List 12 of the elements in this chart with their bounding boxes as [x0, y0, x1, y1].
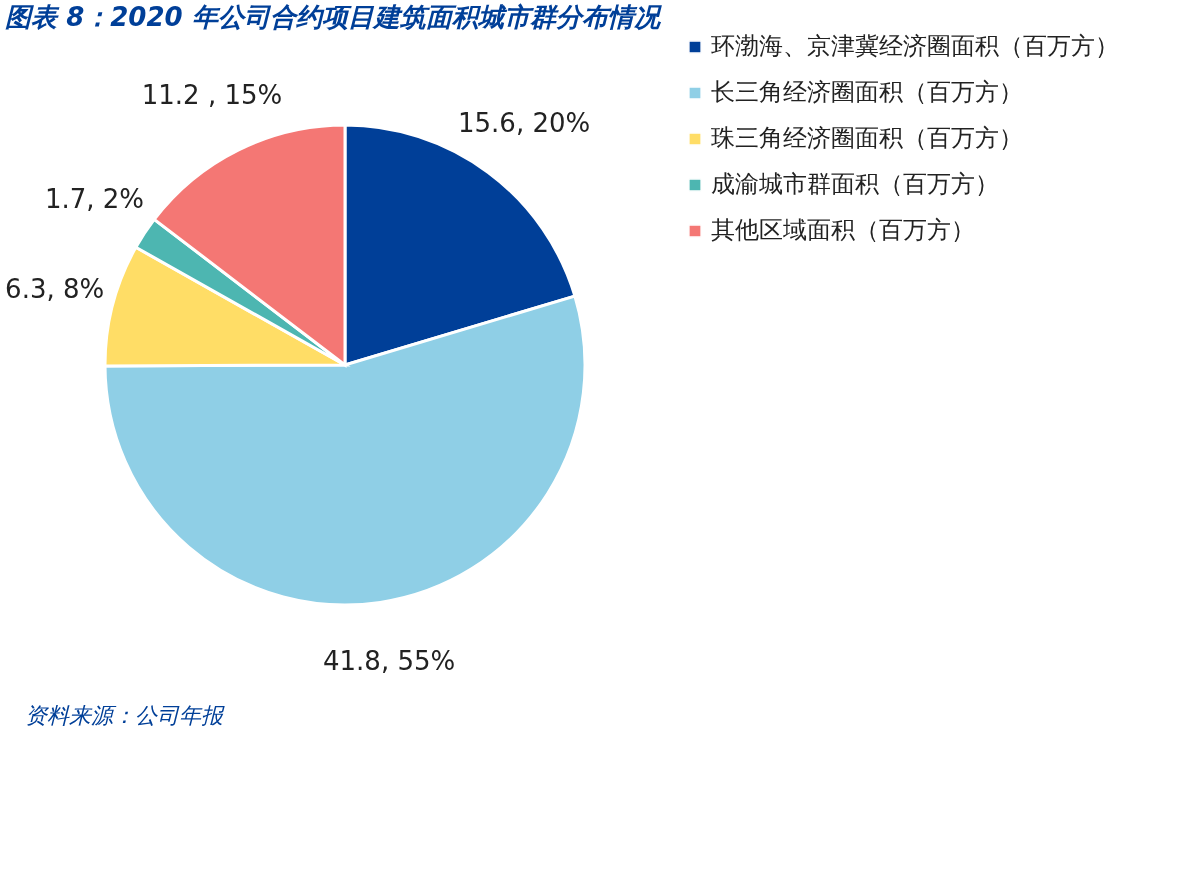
chart-title: 图表 8：2020 年公司合约项目建筑面积城市群分布情况: [5, 2, 662, 32]
legend-label: 长三角经济圈面积（百万方）: [711, 78, 1023, 106]
data-label: 41.8, 55%: [323, 645, 456, 676]
data-label: 1.7, 2%: [44, 184, 145, 214]
data-label: 6.3, 8%: [5, 273, 105, 304]
legend-label: 其他区域面积（百万方）: [711, 216, 975, 244]
text: 资料来源：公司年报: [25, 703, 225, 728]
data-label: 11.2 , 15%: [141, 80, 283, 111]
data-label: 15.6, 20%: [458, 108, 591, 139]
legend-label: 成渝城市群面积（百万方）: [711, 170, 999, 198]
legend-label: 珠三角经济圈面积（百万方）: [711, 124, 1023, 152]
legend-label: 环渤海、京津冀经济圈面积（百万方）: [711, 32, 1119, 60]
